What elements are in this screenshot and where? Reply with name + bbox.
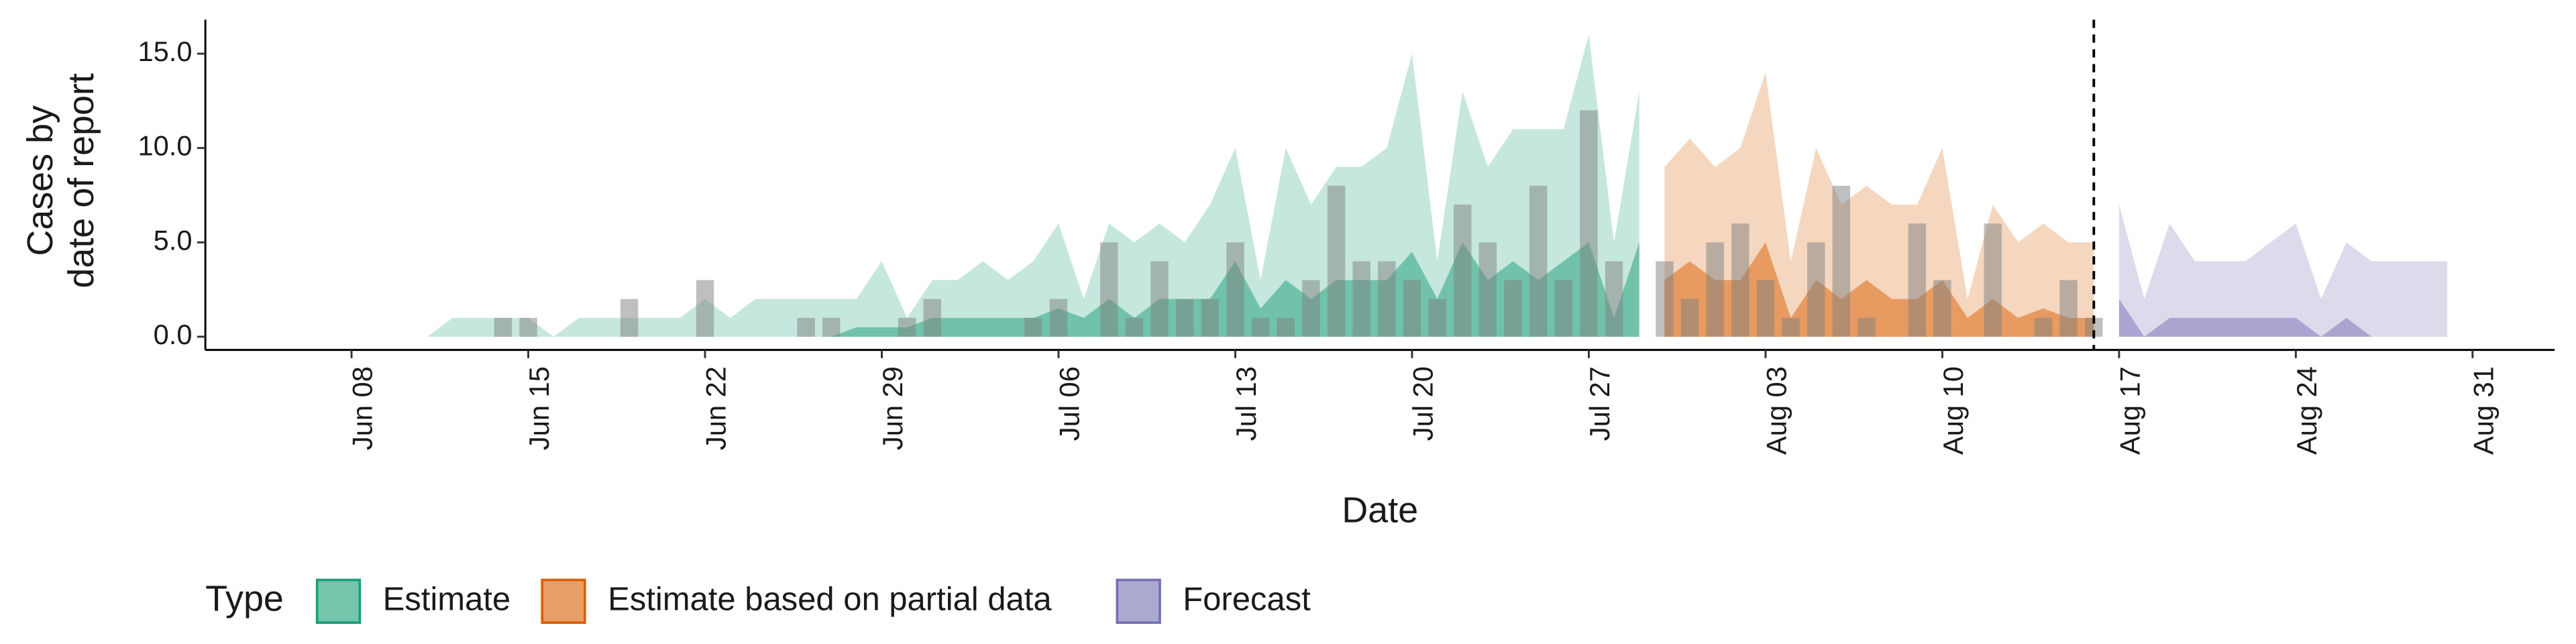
- bar: [1150, 261, 1169, 337]
- bar: [923, 299, 941, 337]
- legend-label: Forecast: [1183, 581, 1311, 617]
- bar: [1554, 280, 1572, 337]
- bar: [1049, 299, 1068, 337]
- bar: [1201, 299, 1220, 337]
- bar: [1731, 223, 1750, 337]
- bar: [1756, 280, 1775, 337]
- bar: [2034, 317, 2053, 337]
- x-tick-label: Jul 20: [1407, 366, 1439, 441]
- y-tick-label: 5.0: [154, 224, 193, 256]
- bar: [1908, 223, 1926, 337]
- bar: [898, 317, 916, 337]
- bar: [1479, 242, 1497, 337]
- y-tick-label: 15.0: [138, 36, 193, 67]
- bar: [1984, 223, 2002, 337]
- bar: [1251, 317, 1270, 337]
- x-tick-label: Jul 06: [1054, 366, 1085, 441]
- x-tick-label: Aug 24: [2291, 366, 2322, 455]
- bar: [1656, 261, 1674, 337]
- legend-label: Estimate: [383, 581, 511, 617]
- x-axis-title: Date: [1342, 490, 1418, 530]
- bar: [1327, 185, 1346, 337]
- x-tick-label: Jul 13: [1230, 366, 1262, 441]
- ribbon: [326, 34, 1640, 337]
- legend-key: [541, 578, 586, 624]
- x-tick-label: Jun 22: [700, 366, 732, 450]
- ribbon: [2118, 205, 2448, 337]
- bar: [1277, 317, 1295, 337]
- bar: [1782, 317, 1800, 337]
- x-tick-label: Aug 17: [2114, 366, 2145, 455]
- bar: [1403, 280, 1421, 337]
- bar: [1580, 110, 1598, 337]
- x-tick-label: Aug 03: [1760, 366, 1792, 455]
- bar: [620, 299, 639, 337]
- x-tick-label: Jun 29: [877, 366, 908, 450]
- x-tick-label: Jun 08: [347, 366, 378, 450]
- y-axis-title: Cases by: [20, 105, 60, 256]
- legend-title: Type: [205, 579, 284, 619]
- bar: [1352, 261, 1371, 337]
- bar: [1226, 242, 1244, 337]
- bar: [822, 317, 841, 337]
- y-tick-label: 0.0: [154, 319, 193, 350]
- bar: [696, 280, 714, 337]
- bar: [1605, 261, 1623, 337]
- x-tick-label: Aug 10: [1937, 366, 1969, 455]
- y-axis-title: date of report: [61, 73, 101, 288]
- x-tick-label: Jun 15: [523, 366, 555, 450]
- bar: [1100, 242, 1118, 337]
- bar: [1529, 185, 1548, 337]
- bar: [1302, 280, 1320, 337]
- bar: [1378, 261, 1396, 337]
- ribbon: [2118, 299, 2448, 337]
- bar: [1933, 280, 1951, 337]
- bar: [1504, 280, 1522, 337]
- bar: [1453, 205, 1472, 337]
- bar: [2059, 280, 2078, 337]
- x-tick-label: Aug 31: [2467, 366, 2499, 455]
- legend-label: Estimate based on partial data: [608, 581, 1052, 617]
- bar: [1680, 299, 1699, 337]
- bar: [1125, 317, 1144, 337]
- bar: [1858, 317, 1876, 337]
- legend-key: [315, 578, 362, 624]
- legend-key: [1116, 578, 1161, 624]
- bar: [519, 317, 537, 337]
- bar: [1832, 185, 1851, 337]
- y-tick-label: 10.0: [138, 130, 193, 162]
- x-tick-label: Jul 27: [1584, 366, 1615, 441]
- bar: [494, 317, 513, 337]
- bar: [1428, 299, 1446, 337]
- bar: [1807, 242, 1825, 337]
- bar: [1175, 299, 1194, 337]
- bar: [797, 317, 815, 337]
- bar: [1706, 242, 1724, 337]
- bar: [1024, 317, 1042, 337]
